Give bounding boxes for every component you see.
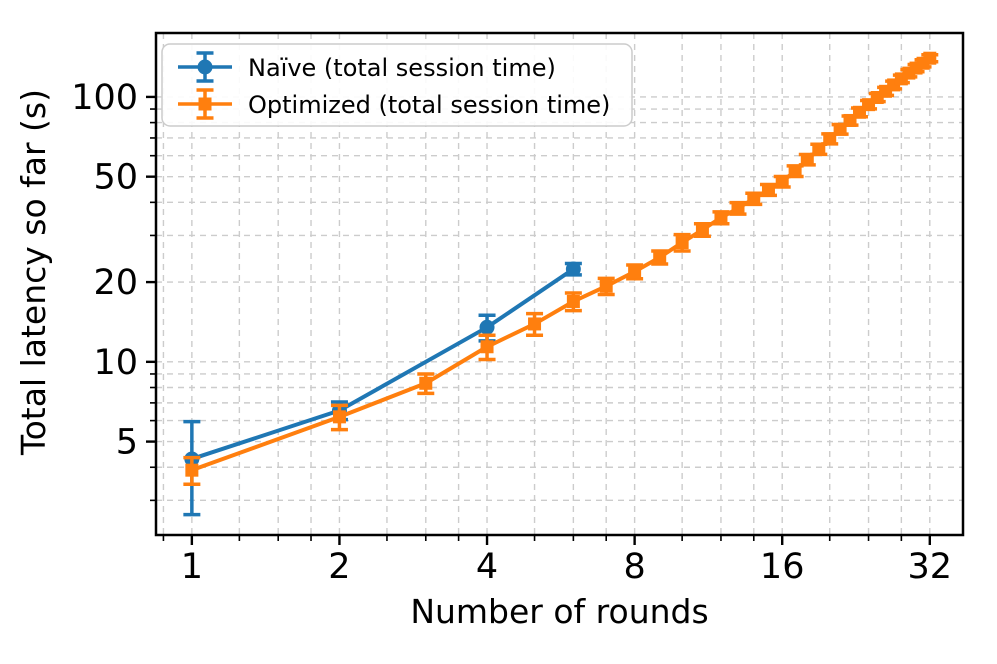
optimized-point [788, 164, 802, 178]
legend-box [161, 43, 633, 127]
y-tick-label: 20 [93, 263, 138, 303]
naive-point [479, 319, 495, 335]
optimized-point [747, 192, 761, 206]
y-axis-label: Total latency so far (s) [14, 89, 53, 456]
y-tick-label: 50 [93, 158, 138, 198]
legend-marker-naive [178, 51, 232, 83]
optimized-point [332, 410, 346, 424]
naive-point [565, 261, 581, 277]
y-axis: 5 10 20 50 100 Total latency so far (s) [14, 78, 156, 502]
optimized-point [731, 201, 745, 215]
optimized-point [599, 279, 613, 293]
x-tick-label: 1 [181, 547, 203, 587]
optimized-point [185, 463, 199, 477]
x-axis-label: Number of rounds [410, 592, 708, 631]
optimized-point [775, 175, 789, 189]
x-tick-label: 4 [476, 547, 498, 587]
legend-label-optimized: Optimized (total session time) [248, 91, 610, 119]
optimized-point [833, 122, 847, 136]
optimized-point [823, 132, 837, 146]
legend: Naïve (total session time) Optimized (tot… [161, 43, 633, 127]
optimized-series [183, 51, 939, 487]
legend-label-naive: Naïve (total session time) [248, 54, 556, 82]
y-tick-label: 100 [71, 78, 138, 118]
x-tick-label: 2 [328, 547, 350, 587]
optimized-point [480, 340, 494, 354]
legend-entry-optimized: Optimized (total session time) [178, 88, 610, 120]
x-axis: 1 2 4 8 16 32 Number of rounds [162, 535, 953, 631]
x-tick-label: 32 [908, 547, 953, 587]
optimized-point [812, 142, 826, 156]
x-tick-label: 8 [623, 547, 645, 587]
optimized-point [628, 265, 642, 279]
optimized-point [566, 294, 580, 308]
x-tick-label: 16 [760, 547, 805, 587]
optimized-point [923, 51, 937, 65]
optimized-point [653, 250, 667, 264]
y-tick-label: 5 [116, 423, 138, 463]
optimized-point [695, 223, 709, 237]
optimized-point [528, 317, 542, 331]
legend-marker-optimized [178, 88, 232, 120]
naive-line [189, 267, 576, 461]
optimized-point [419, 376, 433, 390]
plot-border [154, 31, 965, 537]
optimized-point [675, 236, 689, 250]
legend-entry-naive: Naïve (total session time) [178, 51, 556, 83]
optimized-point [800, 153, 814, 167]
y-tick-label: 10 [93, 343, 138, 383]
optimized-point [761, 183, 775, 197]
optimized-point [714, 211, 728, 225]
